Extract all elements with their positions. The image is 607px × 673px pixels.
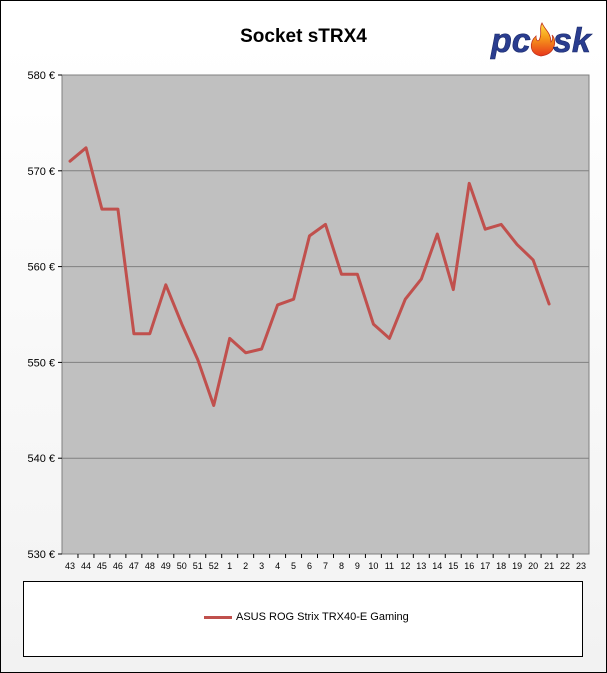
x-tick-label: 11: [385, 561, 394, 571]
x-tick-label: 1: [227, 561, 232, 571]
x-tick-label: 46: [113, 561, 123, 571]
y-tick-label: 540 €: [27, 453, 55, 465]
series-line: [68, 146, 551, 407]
x-tick-label: 5: [291, 561, 296, 571]
y-tick-label: 560 €: [27, 262, 55, 274]
x-tick-label: 9: [355, 561, 360, 571]
pcosk-logo: pc sk: [490, 22, 594, 60]
y-tick-label: 550 €: [27, 357, 55, 369]
x-tick-label: 13: [416, 561, 426, 571]
x-tick-label: 7: [323, 561, 328, 571]
x-tick-label: 4: [275, 561, 280, 571]
svg-text:sk: sk: [553, 22, 593, 60]
gridlines: [62, 170, 589, 459]
x-tick-label: 3: [259, 561, 264, 571]
x-tick-label: 48: [145, 561, 155, 571]
plot-area: [61, 74, 590, 555]
x-tick-label: 10: [368, 561, 378, 571]
legend-swatch: [204, 615, 232, 619]
y-tick-label: 580 €: [27, 70, 55, 82]
x-tick-label: 12: [400, 561, 410, 571]
legend-entry: ASUS ROG Strix TRX40-E Gaming: [204, 611, 409, 623]
svg-text:pc: pc: [490, 22, 531, 60]
x-tick-label: 8: [339, 561, 344, 571]
x-tick-label: 52: [209, 561, 219, 571]
x-tick-label: 44: [81, 561, 91, 571]
y-tick-label: 570 €: [27, 166, 55, 178]
x-tick-label: 49: [161, 561, 171, 571]
y-axis-ticks: 530 € 540 € 550 € 560 € 570 € 580 €: [27, 70, 62, 561]
x-tick-label: 20: [528, 561, 538, 571]
x-tick-label: 51: [193, 561, 203, 571]
x-tick-label: 6: [307, 561, 312, 571]
x-tick-label: 2: [243, 561, 248, 571]
chart-title: Socket sTRX4: [240, 26, 367, 47]
x-tick-label: 19: [512, 561, 522, 571]
x-tick-label: 43: [65, 561, 75, 571]
x-tick-label: 14: [432, 561, 442, 571]
x-tick-label: 16: [464, 561, 474, 571]
x-tick-label: 18: [496, 561, 506, 571]
x-tick-label: 17: [480, 561, 490, 571]
x-tick-label: 23: [576, 561, 586, 571]
legend: ASUS ROG Strix TRX40-E Gaming: [23, 581, 583, 657]
x-tick-label: 50: [177, 561, 187, 571]
x-tick-label: 15: [448, 561, 458, 571]
x-tick-label: 21: [544, 561, 554, 571]
x-axis-ticks: 43 44 45 46 47 48 49 50 51 52 1 2 3 4 5 6 7 8 9 10 11 12 13 14 1…: [65, 554, 586, 571]
y-tick-label: 530 €: [27, 549, 55, 561]
x-tick-label: 47: [129, 561, 139, 571]
x-tick-label: 45: [97, 561, 107, 571]
line-chart: 530 €540 €550 €560 €570 €580 € 43 44 45 46 4…: [27, 70, 590, 571]
x-tick-label: 22: [560, 561, 570, 571]
legend-label: ASUS ROG Strix TRX40-E Gaming: [236, 611, 409, 623]
